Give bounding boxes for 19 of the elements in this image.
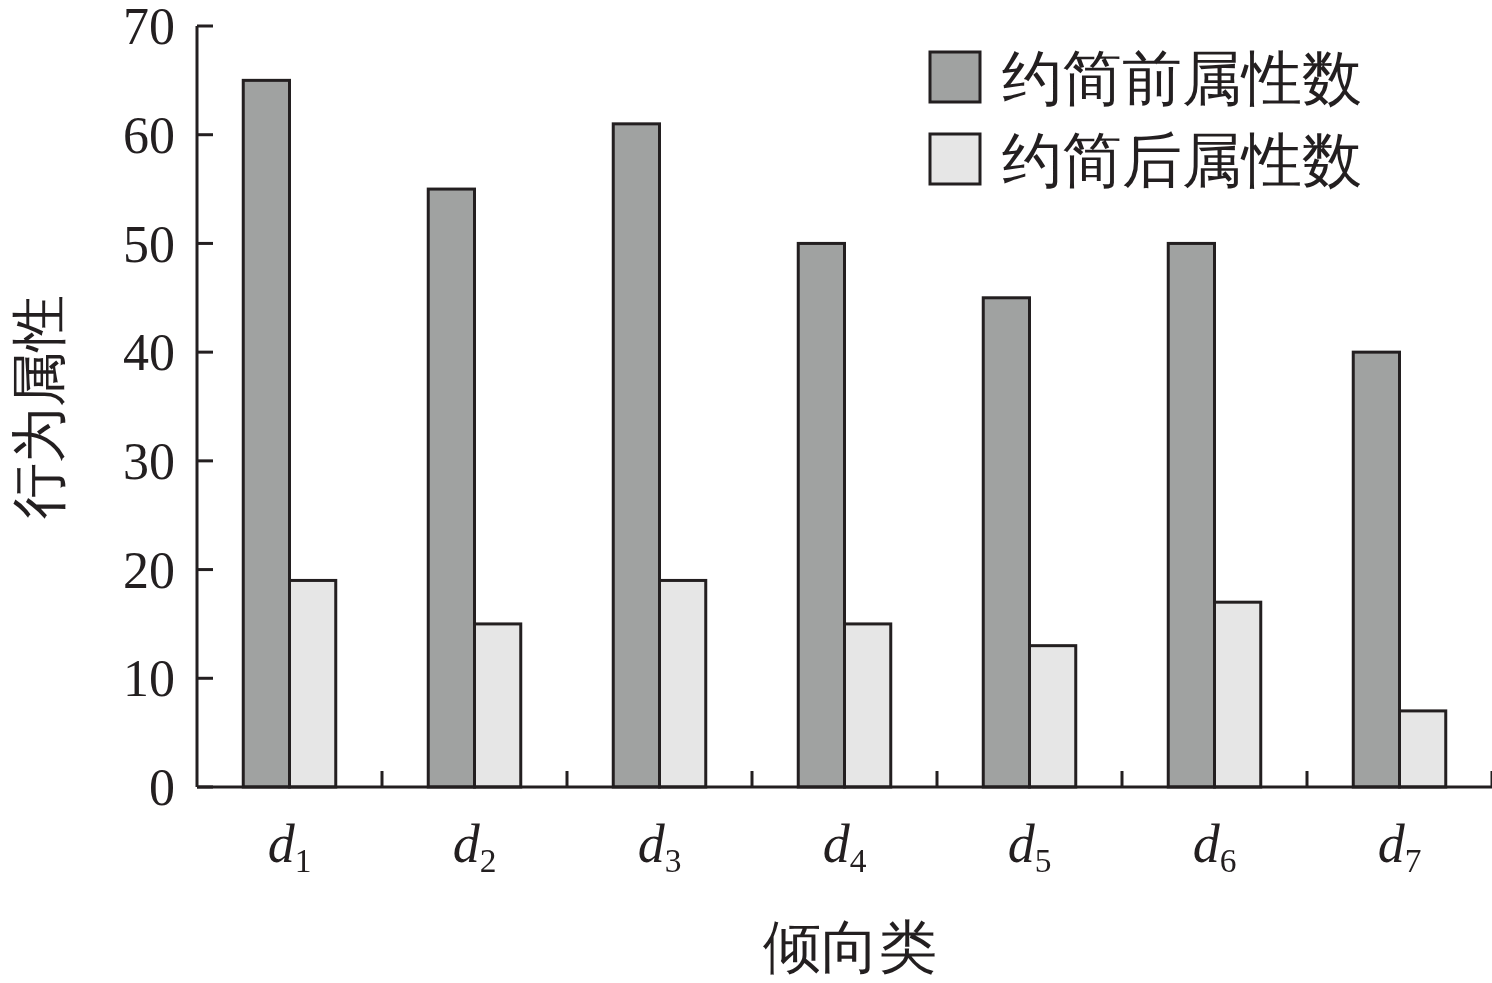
legend-label: 约简后属性数 — [1002, 127, 1362, 194]
legend-label: 约简前属性数 — [1002, 45, 1362, 112]
x-tick-label: d$_{3}$ — [637, 814, 682, 879]
x-tick-label: d$_{4}$ — [822, 814, 867, 879]
x-tick-label: d$_{1}$ — [267, 814, 312, 879]
y-tick-label: 50 — [123, 215, 175, 273]
x-tick-label: d$_{2}$ — [452, 814, 497, 879]
y-tick-label: 10 — [123, 650, 175, 708]
x-tick-label: d$_{5}$ — [1007, 814, 1052, 879]
x-tick-label: d$_{7}$ — [1377, 814, 1422, 879]
y-tick-label: 60 — [123, 106, 175, 164]
y-axis-title: 行为属性 — [8, 294, 70, 519]
y-tick-label: 40 — [123, 324, 175, 382]
y-tick-label: 0 — [149, 759, 175, 817]
y-tick-label: 20 — [123, 541, 175, 599]
y-tick-label: 30 — [123, 433, 175, 491]
x-axis-title: 倾向类 — [762, 915, 937, 980]
x-tick-label: d$_{6}$ — [1192, 814, 1237, 879]
y-tick-label: 70 — [123, 0, 175, 56]
